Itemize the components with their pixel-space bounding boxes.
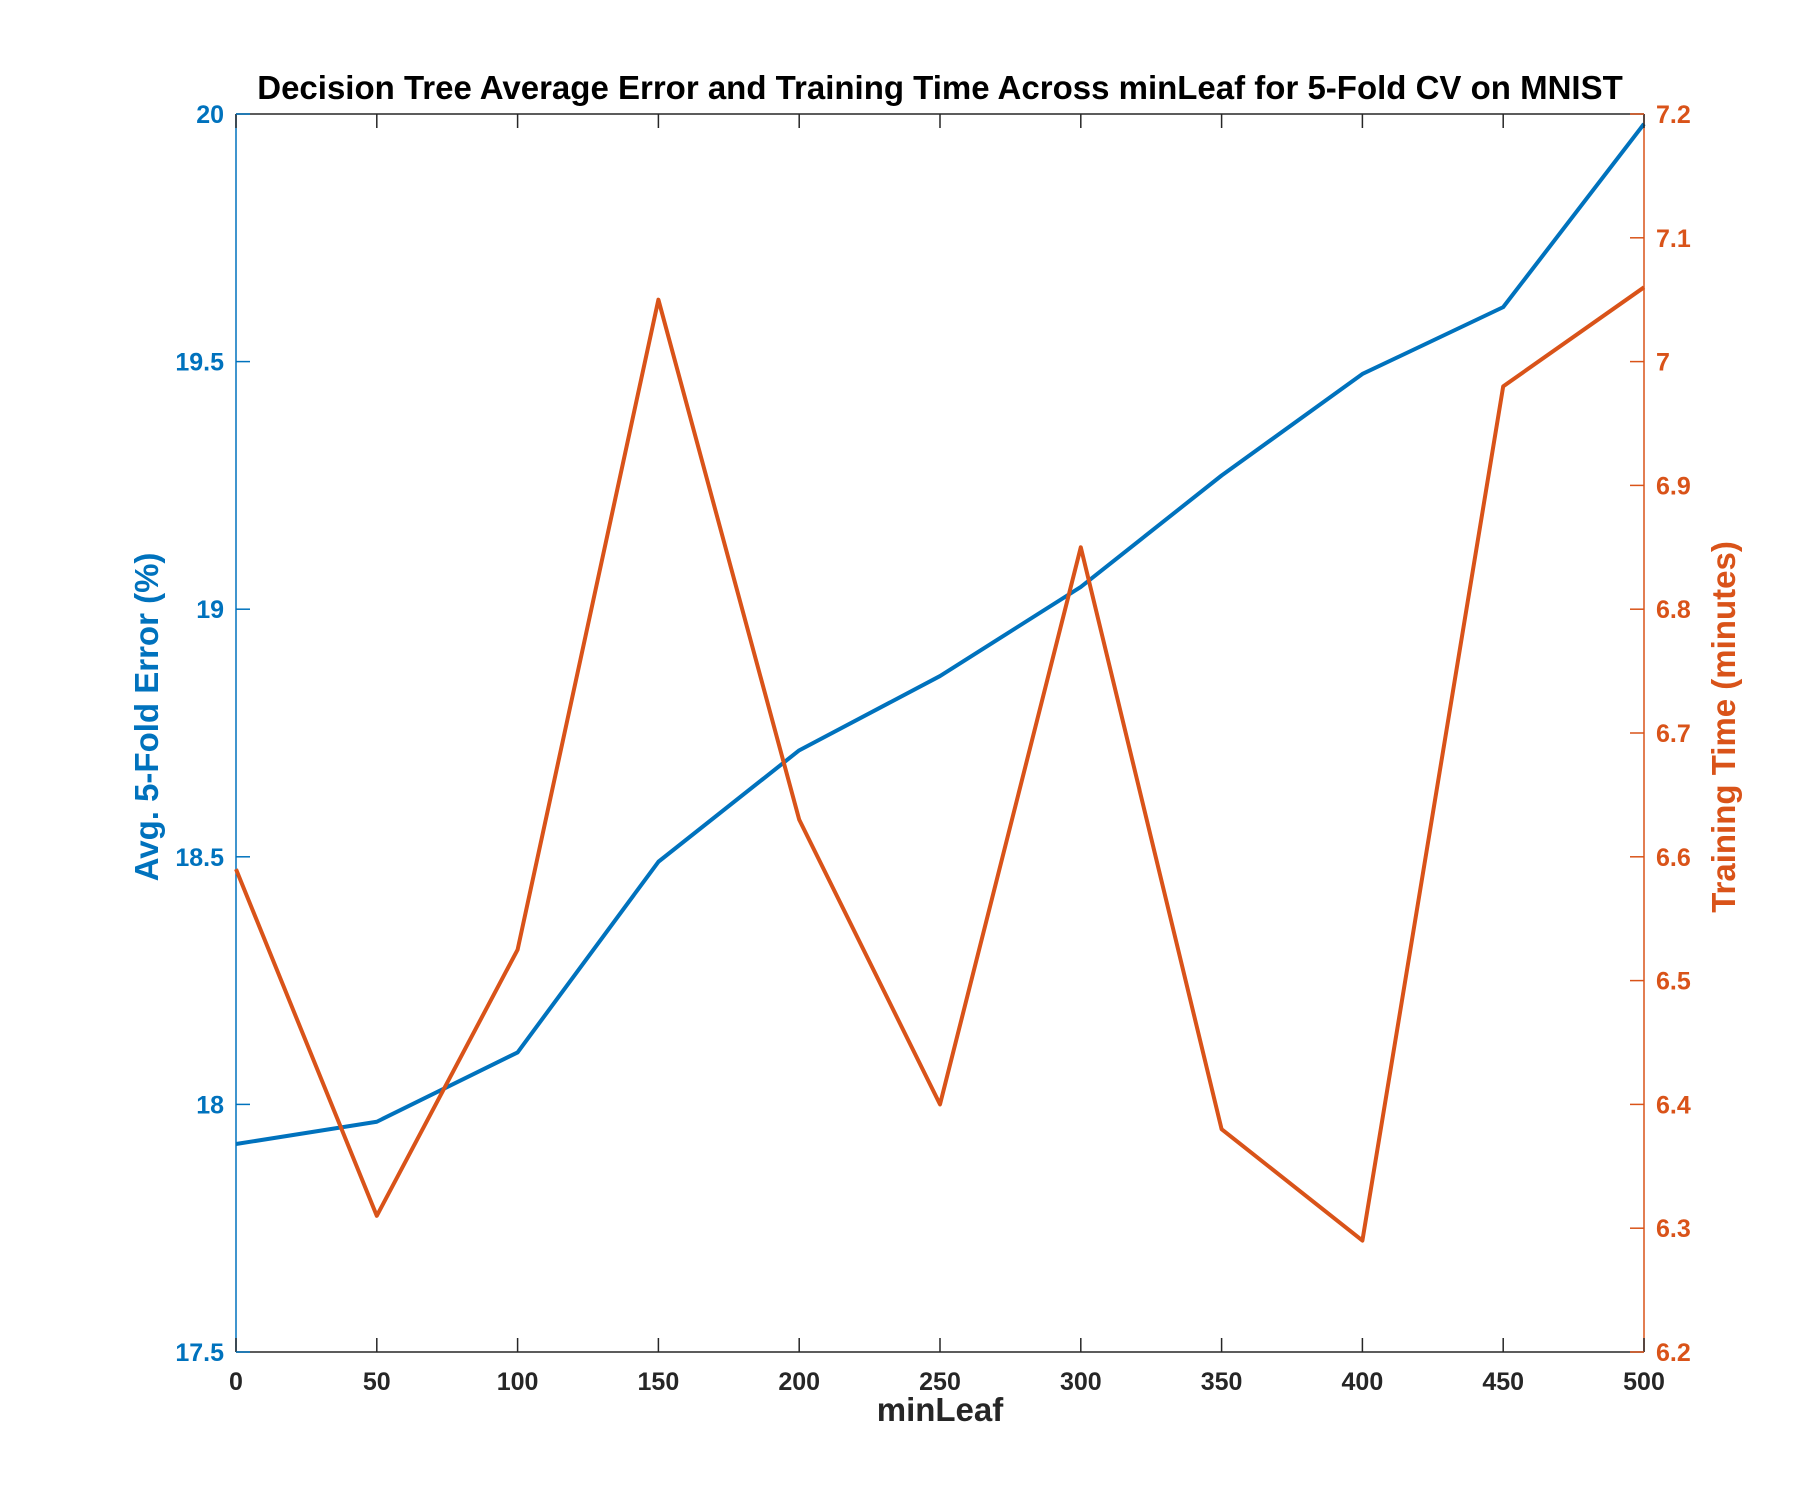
y-tick-label-left: 18 bbox=[196, 1091, 224, 1119]
series-line-training-time bbox=[234, 285, 1646, 1243]
plot-background bbox=[236, 114, 1644, 1352]
x-tick-label: 200 bbox=[778, 1368, 820, 1396]
y-tick-label-left: 20 bbox=[196, 101, 224, 129]
y-tick-label-right: 6.3 bbox=[1656, 1215, 1691, 1243]
series-layer bbox=[234, 122, 1646, 1243]
x-tick-label: 100 bbox=[497, 1368, 539, 1396]
series-line-error bbox=[235, 122, 1646, 1146]
y-tick-label-right: 7.1 bbox=[1656, 225, 1691, 253]
y-tick-label-left: 19 bbox=[196, 596, 224, 624]
x-tick-label: 450 bbox=[1482, 1368, 1524, 1396]
x-tick-label: 50 bbox=[363, 1368, 391, 1396]
y-tick-label-left: 19.5 bbox=[175, 349, 224, 377]
y-axis-label-right: Training Time (minutes) bbox=[1705, 541, 1742, 913]
x-tick-label: 400 bbox=[1342, 1368, 1384, 1396]
ticks: 0 50 100 150 200 250 300 350 400 450 500 17.5 18 18.5… bbox=[175, 101, 1691, 1396]
x-tick-label: 0 bbox=[229, 1368, 243, 1396]
y-tick-label-right: 6.5 bbox=[1656, 968, 1691, 996]
x-tick-label: 350 bbox=[1201, 1368, 1243, 1396]
plot-area bbox=[236, 114, 1644, 1352]
y-tick-label-right: 6.8 bbox=[1656, 596, 1691, 624]
y-tick-label-left: 18.5 bbox=[175, 844, 224, 872]
x-tick-label: 300 bbox=[1060, 1368, 1102, 1396]
y-tick-label-right: 6.6 bbox=[1656, 844, 1691, 872]
y-tick-label-right: 6.9 bbox=[1656, 472, 1691, 500]
x-tick-label: 150 bbox=[638, 1368, 680, 1396]
y-axis-label-left: Avg. 5-Fold Error (%) bbox=[128, 553, 165, 882]
y-tick-label-right: 7.2 bbox=[1656, 101, 1691, 129]
x-tick-label: 500 bbox=[1623, 1368, 1665, 1396]
y-tick-label-left: 17.5 bbox=[175, 1339, 224, 1367]
y-tick-label-right: 7 bbox=[1656, 349, 1670, 377]
y-tick-label-right: 6.4 bbox=[1656, 1091, 1691, 1119]
y-tick-label-right: 6.7 bbox=[1656, 720, 1691, 748]
chart-title: Decision Tree Average Error and Training… bbox=[257, 69, 1623, 106]
y-tick-label-right: 6.2 bbox=[1656, 1339, 1691, 1367]
x-tick-label: 250 bbox=[919, 1368, 961, 1396]
x-axis-label: minLeaf bbox=[877, 1391, 1005, 1428]
